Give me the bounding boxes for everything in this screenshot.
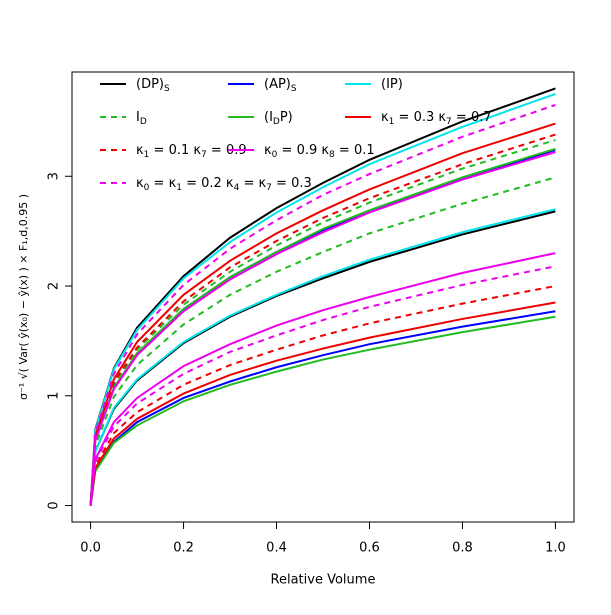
x-tick-label: 0.2 <box>173 541 194 556</box>
legend-label: (AP)S <box>264 77 297 94</box>
legend-subscript: 7 <box>266 183 272 193</box>
series-line <box>89 315 556 506</box>
legend-text: = 0.3 κ <box>394 110 446 125</box>
legend-subscript: 0 <box>144 183 150 193</box>
legend-subscript: 7 <box>201 150 207 160</box>
legend-label: (IDP) <box>264 110 293 127</box>
x-tick-label: 0.6 <box>359 541 380 556</box>
series-line <box>89 301 556 506</box>
legend-subscript: S <box>164 84 170 94</box>
legend-subscript: 1 <box>144 150 150 160</box>
legend-text: κ <box>264 143 272 158</box>
legend-text: = 0.9 <box>207 143 247 158</box>
legend-text: = 0.9 κ <box>277 143 329 158</box>
series-line <box>89 176 556 506</box>
legend-label: κ1 = 0.1 κ7 = 0.9 <box>136 143 247 160</box>
legend-subscript: D <box>140 117 147 127</box>
legend-text: = κ <box>149 176 176 191</box>
legend-label: κ0 = κ1 = 0.2 κ4 = κ7 = 0.3 <box>136 176 312 193</box>
legend-text: κ <box>136 176 144 191</box>
legend-label: κ1 = 0.3 κ7 = 0.7 <box>381 110 492 127</box>
legend-subscript: D <box>273 117 280 127</box>
y-axis-label: σ⁻¹ √( Var( ŷ(x₀) − ŷ(x) ) × F₁,d,0.95 ) <box>17 194 30 400</box>
legend-label: ID <box>136 110 147 127</box>
y-tick-label: 1 <box>47 392 62 400</box>
series-line <box>89 210 556 506</box>
x-tick-label: 0.8 <box>452 541 473 556</box>
legend-text: = 0.1 κ <box>149 143 201 158</box>
legend-subscript: S <box>291 84 297 94</box>
legend-text: κ <box>136 143 144 158</box>
x-tick-label: 0.0 <box>80 541 101 556</box>
legend-subscript: 1 <box>176 183 182 193</box>
legend-text: (AP) <box>264 77 291 92</box>
legend-text: (DP) <box>136 77 164 92</box>
legend-subscript: 8 <box>329 150 335 160</box>
x-tick-label: 1.0 <box>545 541 566 556</box>
x-axis-label: Relative Volume <box>271 573 376 588</box>
x-tick-label: 0.4 <box>266 541 287 556</box>
series-line <box>89 151 556 506</box>
legend-text: = κ <box>239 176 266 191</box>
legend-label: κ0 = 0.9 κ8 = 0.1 <box>264 143 375 160</box>
series-line <box>89 122 556 506</box>
legend-text: κ <box>381 110 389 125</box>
series-line <box>89 93 556 506</box>
legend-text: = 0.1 <box>335 143 375 158</box>
legend-subscript: 1 <box>389 117 395 127</box>
series-line <box>89 285 556 506</box>
legend-text: I <box>136 110 140 125</box>
series-line <box>89 133 556 506</box>
legend-text: (I <box>264 110 273 125</box>
legend-label: (DP)S <box>136 77 170 94</box>
legend-label: (IP) <box>381 77 403 92</box>
legend-subscript: 0 <box>272 150 278 160</box>
legend-text: = 0.3 <box>272 176 312 191</box>
plot-frame <box>71 71 575 523</box>
series-line <box>89 310 556 506</box>
series-line <box>89 208 556 506</box>
series-line <box>89 252 556 506</box>
y-tick-label: 3 <box>47 172 62 180</box>
legend-subscript: 7 <box>446 117 452 127</box>
y-tick-label: 2 <box>47 282 62 290</box>
legend-text: (IP) <box>381 77 403 92</box>
legend-subscript: 4 <box>234 183 240 193</box>
legend-text: = 0.2 κ <box>182 176 234 191</box>
series-line <box>89 103 556 506</box>
series-line <box>89 139 556 506</box>
legend-text: P) <box>280 110 293 125</box>
series-line <box>89 265 556 506</box>
legend-text: = 0.7 <box>452 110 492 125</box>
y-tick-label: 0 <box>47 501 62 509</box>
